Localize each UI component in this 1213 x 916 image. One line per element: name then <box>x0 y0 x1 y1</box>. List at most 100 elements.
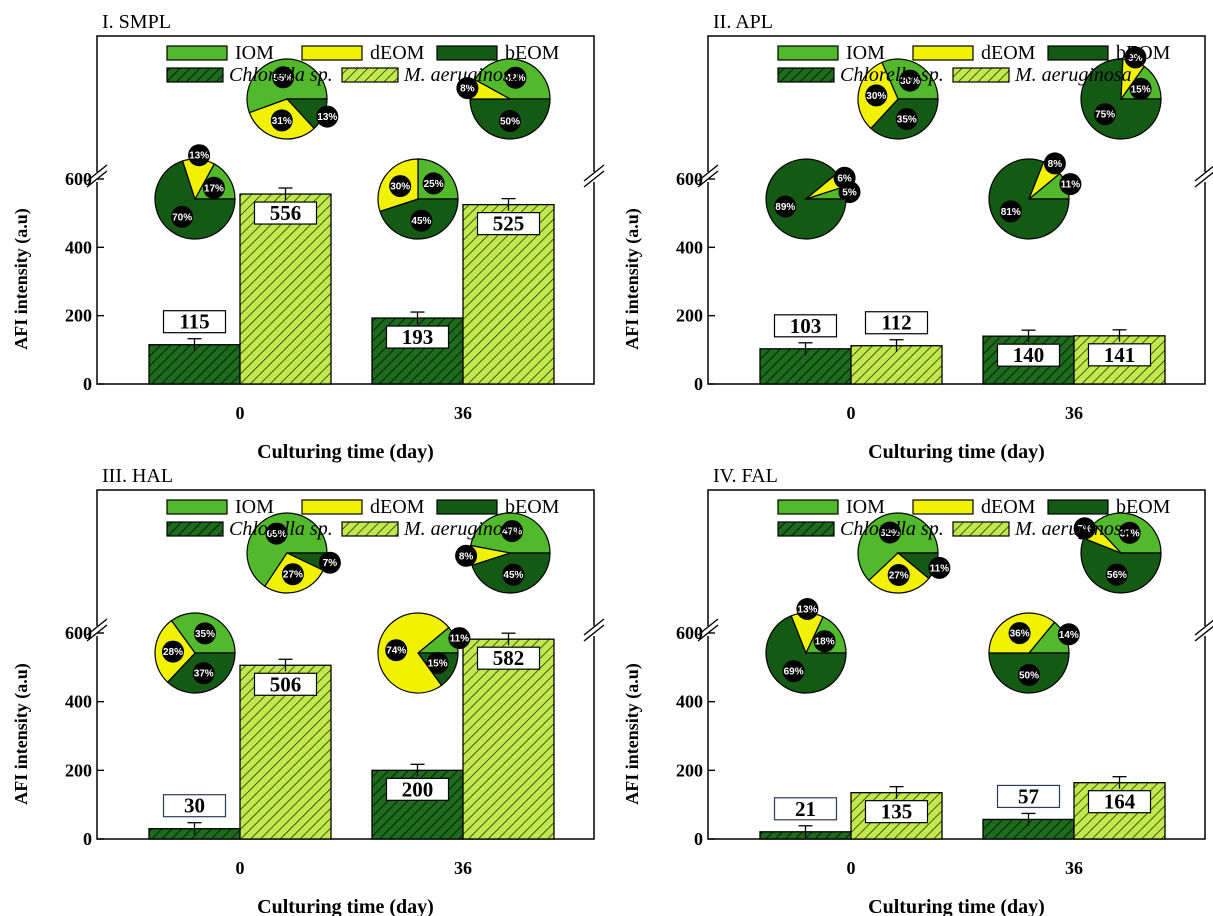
axis-break-mark <box>1194 171 1213 188</box>
pie-label-badge <box>895 108 918 131</box>
x-tick-label: 36 <box>454 858 472 878</box>
pie-label-badge <box>1073 517 1096 540</box>
pie-label-badge <box>928 556 951 579</box>
y-tick-label: 200 <box>676 760 703 780</box>
value-label-box <box>996 343 1061 367</box>
pie-label: 55% <box>273 73 293 84</box>
pie-label: 30% <box>866 91 886 102</box>
pie-label: 7% <box>323 558 338 569</box>
legend-swatch-dEOM <box>912 45 974 61</box>
axis-break-mark <box>697 164 719 182</box>
pie-label-badge <box>501 520 524 543</box>
pie-label-badge <box>1043 152 1066 175</box>
pie-label: 31% <box>272 116 292 127</box>
pie-label: 7% <box>1077 524 1092 535</box>
pie-label-badge <box>270 109 293 132</box>
pie-label: 6% <box>837 173 852 184</box>
axis-break-gap <box>704 172 712 182</box>
value-label-box <box>773 797 838 821</box>
pie-chart: 15% 75% 9% <box>1080 46 1162 140</box>
pie-label: 14% <box>1059 630 1079 641</box>
legend-label: Chlorella sp. <box>840 64 944 86</box>
x-tick-label: 0 <box>847 403 856 423</box>
y-tick-label: 600 <box>676 169 703 189</box>
value-label-box <box>476 212 541 236</box>
pie-label-badge <box>194 622 216 645</box>
legend-label: M. aeruginosa <box>403 518 521 540</box>
value-label-box <box>996 784 1061 809</box>
pie-label-badge <box>502 563 525 586</box>
axis-break-mark <box>583 164 605 182</box>
pie-label: 5% <box>842 188 857 199</box>
y-tick-label: 600 <box>65 169 92 189</box>
pie-chart: 55% 13% 31% <box>246 58 339 140</box>
legend-label: bEOM <box>1116 42 1171 64</box>
pie-label-badge <box>1118 521 1141 544</box>
value-label-box <box>476 646 541 670</box>
panel-title: II. APL <box>713 11 773 33</box>
legend-label: IOM <box>235 496 274 518</box>
pie-chart: 18% 69% 13% <box>765 598 847 694</box>
legend-swatch-bEOM <box>436 499 498 515</box>
pie-label-badge <box>192 662 215 685</box>
axis-break-mark <box>583 170 605 188</box>
value-label: 21 <box>795 797 816 821</box>
pie-label-badge <box>782 660 805 683</box>
axis-break-gap <box>590 626 598 636</box>
pie-label: 27% <box>283 570 303 581</box>
value-label-box <box>1087 343 1152 367</box>
axis-break-gap <box>93 626 101 636</box>
pie-label-badge <box>504 66 527 89</box>
axis-break-mark <box>1194 625 1213 642</box>
pie-label-badge <box>456 77 479 100</box>
pie-label: 89% <box>775 202 795 213</box>
pie-label: 9% <box>1128 53 1143 64</box>
legend-label: Chlorella sp. <box>229 64 333 86</box>
value-label: 140 <box>1013 343 1045 367</box>
pie-label: 37% <box>194 669 214 680</box>
legend-swatch-IOM <box>166 499 228 515</box>
value-label: 164 <box>1104 790 1136 814</box>
y-tick-label: 600 <box>676 623 703 643</box>
pie-label-badge <box>265 522 288 545</box>
pie-chart: 14% 50% 36% <box>988 612 1080 694</box>
pie-label: 27% <box>889 571 909 582</box>
panel-title: I. SMPL <box>102 11 171 33</box>
pie-label-badge <box>389 175 412 198</box>
bar-maeruginosa <box>462 638 555 840</box>
legend-swatch-series <box>341 521 399 537</box>
pie-label: 62% <box>880 528 900 539</box>
pie-label-badge <box>162 640 184 663</box>
legend-label: dEOM <box>370 42 425 64</box>
pie-label-badge <box>448 627 471 650</box>
plot-frame <box>96 489 595 840</box>
pie-label-badge <box>1105 563 1128 586</box>
value-label-box <box>864 800 929 824</box>
pie-label: 18% <box>815 637 835 648</box>
value-label-box <box>773 314 838 338</box>
legend-label: M. aeruginosa <box>403 64 521 86</box>
value-label: 200 <box>402 777 434 801</box>
value-label-box <box>162 794 227 818</box>
pie-label: 47% <box>502 527 522 538</box>
legend-label: dEOM <box>370 496 425 518</box>
y-axis-label: AFI intensity (a.u) <box>622 663 643 805</box>
pie-label: 13% <box>189 151 209 162</box>
legend-swatch-series <box>777 521 835 537</box>
pie-label: 45% <box>503 570 523 581</box>
x-tick-label: 0 <box>847 858 856 878</box>
x-tick-label: 0 <box>236 403 245 423</box>
legend-swatch-IOM <box>166 45 228 61</box>
y-tick-label: 400 <box>65 692 92 712</box>
legend-label: IOM <box>235 42 274 64</box>
y-tick-label: 600 <box>65 623 92 643</box>
pie-label: 8% <box>1048 159 1063 170</box>
legend-swatch-series <box>777 67 835 83</box>
legend-swatch-IOM <box>777 499 839 515</box>
legend-swatch-bEOM <box>1047 499 1109 515</box>
value-label-box <box>162 310 227 334</box>
legend-swatch-series <box>341 67 399 83</box>
x-tick-label: 36 <box>454 403 472 423</box>
value-label: 57 <box>1018 784 1039 808</box>
